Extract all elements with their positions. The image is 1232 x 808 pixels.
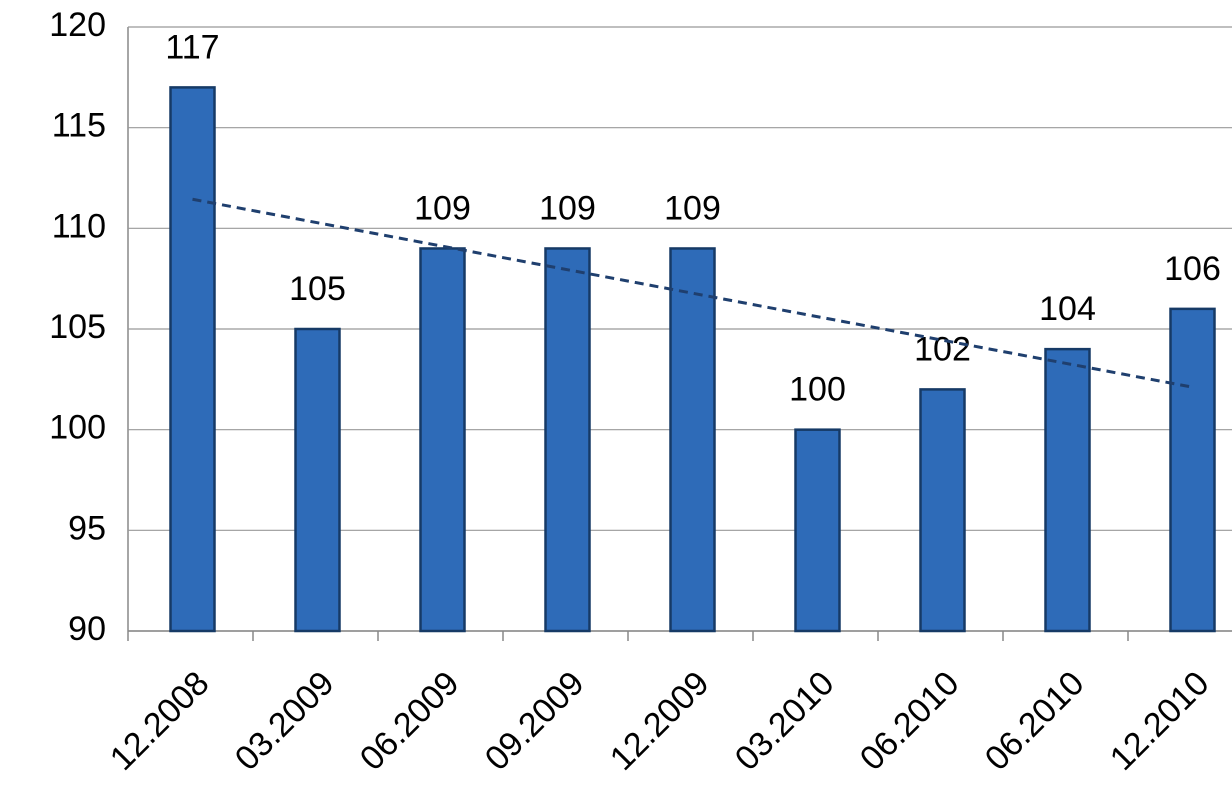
y-tick-label: 115 [52,107,106,145]
bar [419,247,466,633]
y-tick-label: 105 [49,308,106,346]
y-tick-label: 95 [68,509,106,547]
data-label: 106 [1164,250,1221,288]
bar [794,428,841,633]
data-label: 109 [664,189,721,227]
bar [169,86,216,633]
trendline [192,197,1193,389]
x-tick-label: 03.2009 [228,664,342,778]
y-tick-label: 100 [49,409,106,447]
y-tick-label: 110 [52,207,106,245]
y-tick-label: 90 [68,610,106,648]
bar [669,247,716,633]
data-label: 104 [1039,290,1096,328]
x-tick-label: 06.2010 [978,664,1092,778]
bar [294,327,341,633]
bar [544,247,591,633]
data-label: 117 [165,28,219,66]
bar [1169,307,1216,633]
data-label: 100 [789,371,846,409]
x-tick-label: 06.2009 [353,664,467,778]
bar [1044,347,1091,633]
x-tick-label: 09.2009 [478,664,592,778]
x-tick-label: 06.2010 [853,664,967,778]
bar [919,388,966,633]
data-label: 109 [414,189,471,227]
x-tick-label: 12.2008 [103,664,217,778]
y-tick-label: 120 [49,6,106,44]
data-label: 105 [289,270,346,308]
x-tick-label: 12.2010 [1103,664,1217,778]
x-tick-label: 12.2009 [603,664,717,778]
x-tick-label: 03.2010 [728,664,842,778]
data-label: 109 [539,189,596,227]
